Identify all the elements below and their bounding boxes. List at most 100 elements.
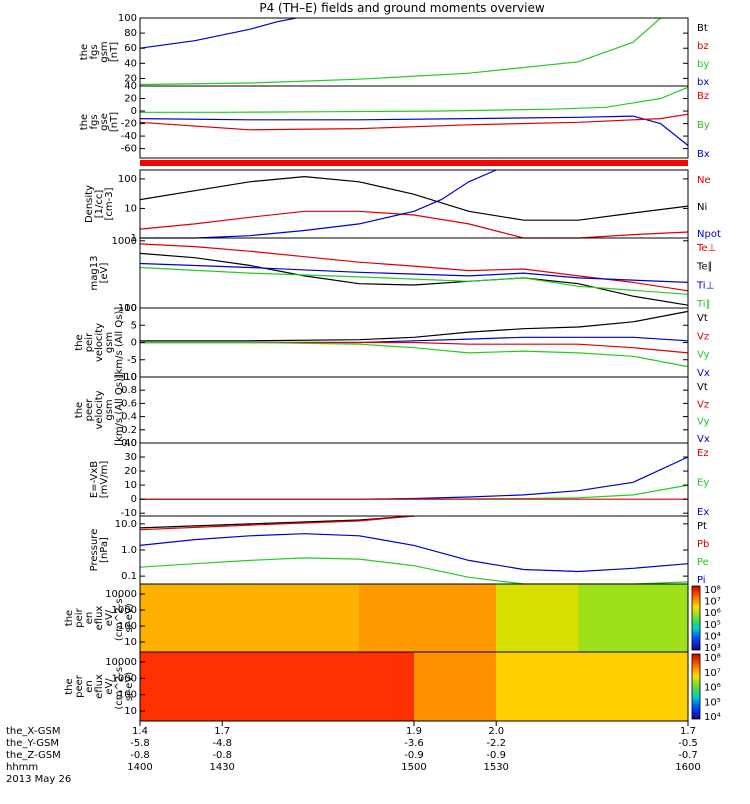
footer-row-label: the_Y-GSM <box>6 738 59 749</box>
colorbar-tick-label: 10³ <box>704 643 721 654</box>
panel-label-line: en <box>84 680 95 693</box>
colorbar-tick-label: 10⁸ <box>704 585 721 596</box>
legend-entry: Vx <box>697 368 710 379</box>
y-tick-label: 100 <box>118 303 137 314</box>
panel-frame <box>139 169 689 239</box>
y-tick-label: 0 <box>131 494 137 505</box>
panel-label-line: sr-eV) <box>124 672 135 701</box>
panel-label-line: [mV/m] <box>99 461 110 499</box>
y-tick-label: 0.1 <box>121 571 137 582</box>
colorbar <box>691 585 701 651</box>
panel-label-line: Pressure <box>89 529 100 572</box>
series-line-green <box>139 17 661 86</box>
series-line-red <box>139 113 689 131</box>
footer-date: 2013 May 26 <box>6 774 71 785</box>
panel-4: 1000 100 Te⊥ Te∥ Ti⊥ Ti∥ mag13 [eV] <box>89 236 716 314</box>
y-tick-label: 5 <box>131 320 137 331</box>
legend-entry: bz <box>697 41 709 52</box>
panel-label-line: [cm-3] <box>104 187 115 220</box>
panel-label-line: Density <box>84 185 95 223</box>
series-line-black <box>139 515 415 529</box>
colorbar-tick-label: 10⁸ <box>704 653 721 664</box>
y-tick-label: 20 <box>124 94 137 105</box>
panel-label-line: [km/s (All Qs)] <box>114 307 125 379</box>
series-line-green <box>139 557 689 585</box>
panel-10: 10⁸ 10⁷ 10⁶ 10⁵ 10⁴ 10000 1000 100 10 the peer en ef… <box>64 651 721 723</box>
y-tick-label: 40 <box>124 438 137 449</box>
panel-5: 10 5 0 -5 -10 Vt Vz Vy Vx the peir velocity gsm [km/s… <box>74 303 710 383</box>
panel-2: 40 200 -20-40 -60 Bz By Bx the fgs gse [nT] <box>79 81 710 160</box>
series-line-green <box>140 341 689 368</box>
y-tick-label: -60 <box>121 144 137 155</box>
y-tick-label: 40 <box>124 58 137 69</box>
footer-row-label: the_Z-GSM <box>6 750 61 761</box>
legend-entry: Ti⊥ <box>696 280 714 291</box>
footer-value: 1400 <box>127 762 152 773</box>
panel-label-line: fgs <box>89 44 100 59</box>
y-tick-label: -10 <box>121 508 137 519</box>
footer-value: 1530 <box>483 762 508 773</box>
panel-label-line: the <box>64 610 75 626</box>
panel-label-line: gse <box>99 113 110 131</box>
y-tick-label: 10 <box>124 706 137 717</box>
colorbar-tick-label: 10⁴ <box>704 631 721 642</box>
legend-entry: Ti∥ <box>696 299 711 310</box>
series-line-black <box>139 175 689 221</box>
colorbar-tick-label: 10⁴ <box>704 712 721 723</box>
spectrogram <box>140 652 688 721</box>
series-line-red <box>139 210 689 239</box>
legend-entry: Vx <box>697 434 710 445</box>
y-tick-label: 100 <box>118 690 137 701</box>
y-tick-label: 1000 <box>112 605 137 616</box>
y-tick-label: 20 <box>124 73 137 84</box>
y-tick-label: 10 <box>124 203 137 214</box>
footer-row-label: the_X-GSM <box>6 726 60 737</box>
y-tick-label: -40 <box>121 131 137 142</box>
panel-label-line: peir <box>84 332 95 352</box>
y-tick-label: 100 <box>118 621 137 632</box>
series-line-green <box>140 484 689 500</box>
footer-value: 1500 <box>401 762 426 773</box>
legend-entry: Vz <box>697 331 709 342</box>
y-tick-label: 1.0 <box>121 545 137 556</box>
panel-label-line: fgs <box>89 114 100 129</box>
footer-value: -0.8 <box>212 750 232 761</box>
y-tick-label: 0.0 <box>121 438 137 449</box>
legend-entry: Vz <box>697 399 709 410</box>
panel-label-line: eflux <box>94 606 105 631</box>
series-line-blue <box>140 169 497 239</box>
y-tick-label: 10000 <box>105 657 137 668</box>
legend-entry: Ni <box>697 202 707 213</box>
panel-label-line: peer <box>84 398 95 422</box>
y-tick-label: 0.6 <box>121 398 137 409</box>
panel-label-line: en <box>84 612 95 625</box>
panel-label-line: eV/ <box>104 609 115 626</box>
panel-label-line: gsm <box>104 332 115 353</box>
footer-value: -3.6 <box>404 738 424 749</box>
panel-label-line: (cm^2-s- <box>114 663 125 710</box>
colorbar-tick-label: 10⁷ <box>704 668 721 679</box>
panel-label-line: [nPa] <box>99 537 110 563</box>
series-line-red <box>139 515 415 531</box>
footer-value: 1.7 <box>680 726 696 737</box>
legend-entry: Npot <box>697 229 721 240</box>
y-tick-label: 100 <box>118 174 137 185</box>
panel-label-line: (cm^2-s- <box>114 594 125 641</box>
plot-title: P4 (TH–E) fields and ground moments over… <box>259 1 544 15</box>
y-tick-label: 0.2 <box>121 425 137 436</box>
y-tick-label: 0.4 <box>121 412 137 423</box>
series-line-green <box>139 266 689 295</box>
y-tick-label: -10 <box>121 372 137 383</box>
legend-entry: Bt <box>697 23 708 34</box>
y-tick-label: 10000 <box>105 589 137 600</box>
panel-8: 10.0 1.0 0.1 Pt Pb Pe Pi Pressure [nPa] <box>89 515 709 586</box>
y-tick-label: 1000 <box>112 236 137 247</box>
colorbar-tick-label: 10⁷ <box>704 597 721 608</box>
panel-label-line: velocity <box>94 390 105 429</box>
footer-value: -0.9 <box>404 750 424 761</box>
panel-label-line: the <box>74 334 85 350</box>
panel-1: 100 80 60 40 20 Bt bz by bx the fgs gsm [nT] <box>79 13 709 88</box>
y-tick-label: 40 <box>124 81 137 92</box>
series-line-blue <box>139 262 689 283</box>
